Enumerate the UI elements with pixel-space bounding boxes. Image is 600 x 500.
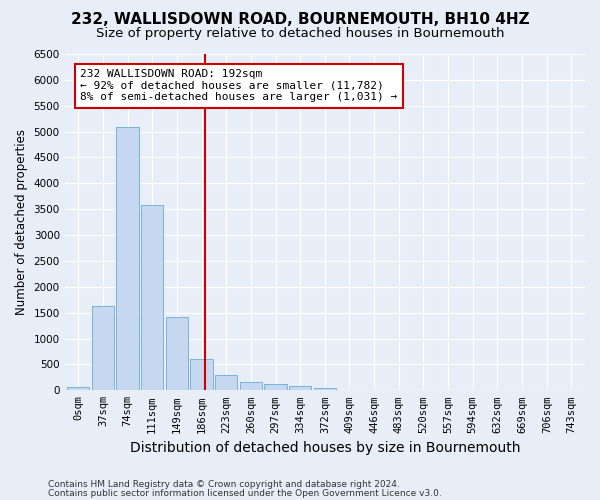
Text: 232 WALLISDOWN ROAD: 192sqm
← 92% of detached houses are smaller (11,782)
8% of : 232 WALLISDOWN ROAD: 192sqm ← 92% of det…	[80, 69, 398, 102]
Bar	[92, 306, 114, 390]
Y-axis label: Number of detached properties: Number of detached properties	[15, 129, 28, 315]
Bar	[190, 360, 212, 390]
Text: 232, WALLISDOWN ROAD, BOURNEMOUTH, BH10 4HZ: 232, WALLISDOWN ROAD, BOURNEMOUTH, BH10 …	[71, 12, 529, 28]
Bar	[289, 386, 311, 390]
Bar	[215, 376, 237, 390]
Bar	[67, 387, 89, 390]
Bar	[314, 388, 336, 390]
Text: Contains public sector information licensed under the Open Government Licence v3: Contains public sector information licen…	[48, 488, 442, 498]
Text: Contains HM Land Registry data © Crown copyright and database right 2024.: Contains HM Land Registry data © Crown c…	[48, 480, 400, 489]
Bar	[265, 384, 287, 390]
Bar	[240, 382, 262, 390]
Bar	[116, 128, 139, 390]
X-axis label: Distribution of detached houses by size in Bournemouth: Distribution of detached houses by size …	[130, 441, 520, 455]
Bar	[166, 317, 188, 390]
Text: Size of property relative to detached houses in Bournemouth: Size of property relative to detached ho…	[96, 28, 504, 40]
Bar	[141, 205, 163, 390]
